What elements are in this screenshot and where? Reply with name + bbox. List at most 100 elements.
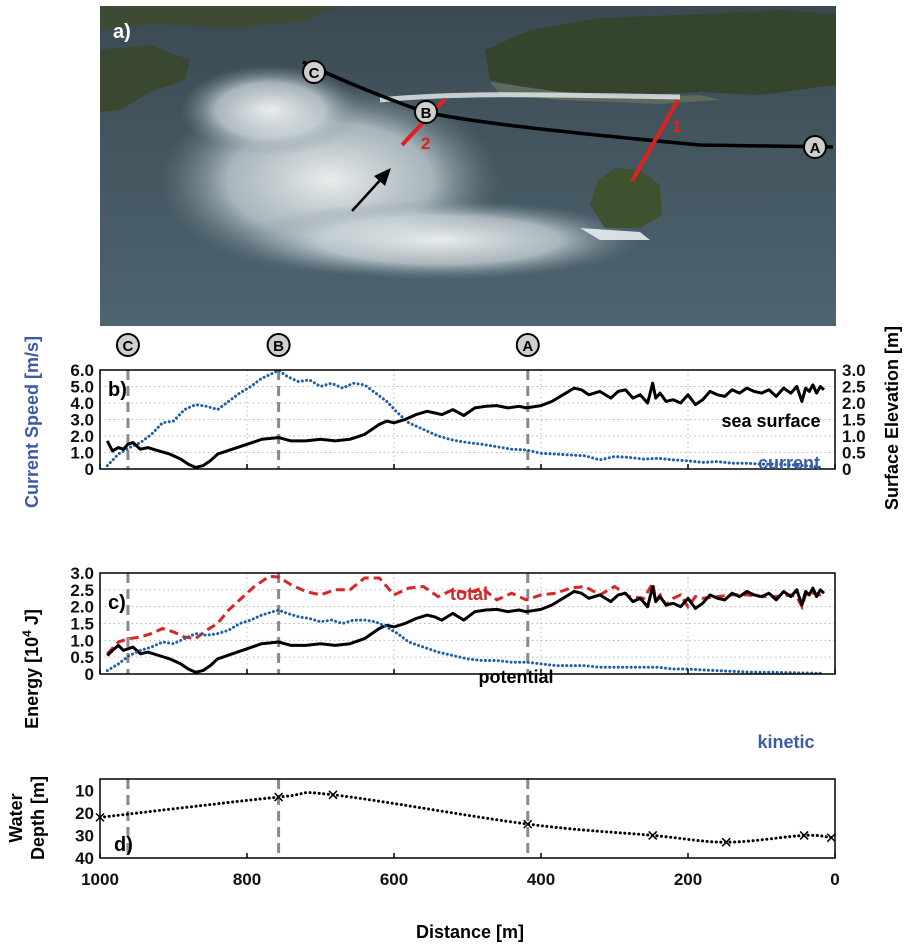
marker-circle-b [266,333,291,357]
panel-d-series [95,790,836,847]
marker-label-c: C [123,338,134,355]
photo-marker-c: C [302,60,326,84]
svg-text:C: C [309,65,320,82]
x-axis-label: Distance [m] [416,922,524,942]
arrow-icon [351,168,391,212]
small-island [590,168,662,228]
x-stroke [799,830,809,840]
x-stroke [826,833,836,843]
transect-path [302,60,834,149]
tick-label-right: 0 [842,460,851,479]
x-stroke [523,819,533,829]
tick-label-left: 1.5 [70,615,94,634]
panel-d-frame [99,778,836,859]
tick-label-left: 2.5 [70,581,94,600]
x-stroke [721,837,731,847]
photo-panel-label: a) [113,21,131,43]
tick-label-right: 1.0 [842,427,866,446]
x-tick-label: 1000 [81,870,119,889]
tick-label-left: 2.0 [70,427,94,446]
depth-point-marker [274,792,284,802]
tick-label-left: 1.0 [70,631,94,650]
sea-surface-annotation: sea surface [721,411,820,431]
tick-label-left: 20 [75,804,94,823]
forest-left [100,45,190,112]
island-right [485,10,836,96]
panel-c-frame [99,572,836,675]
potential-annotation: potential [479,667,554,687]
tick-label-left: 4.0 [70,394,94,413]
depth-point-marker [826,833,836,843]
series-line-kinetic [105,608,822,675]
panel-b-marker-lines [126,370,530,469]
panel-b-ylabel-right: Surface Elevation [m] [882,326,902,510]
panel-d-water-depth: 10 20 30 40 d) Water Depth [m] [6,776,836,868]
transect-1-label: 1 [672,117,681,136]
marker-label-a: A [522,338,533,355]
depth-point-marker [799,830,809,840]
panel-b-frame [99,369,836,470]
series-line-water-depth [98,791,833,844]
x-tick-label: 600 [380,870,408,889]
panel-c-label: c) [108,592,126,614]
panel-b-current-elevation: 01.02.03.04.05.06.000.51.01.52.02.53.0 b… [22,326,902,510]
x-stroke [274,792,284,802]
small-island-foam [580,228,650,240]
tick-label-left: 6.0 [70,361,94,380]
marker-label-b: B [273,338,284,355]
tick-label-left: 0.5 [70,648,94,667]
tick-label-left: 10 [75,781,94,800]
photo-marker-a: A [803,135,827,159]
photo-marker-b: B [414,100,438,124]
marker-circle-a [515,333,540,357]
tick-label-right: 2.0 [842,394,866,413]
depth-point-marker [523,819,533,829]
panel-b-ticks: 01.02.03.04.05.06.000.51.01.52.02.53.0 [70,361,865,479]
tick-label-left: 2.0 [70,598,94,617]
series-line-sea-surface [105,381,825,469]
tick-label-left: 0 [85,460,94,479]
x-tick-label: 200 [674,870,702,889]
marker-circle-c [115,333,140,357]
tick-label-left: 30 [75,826,94,845]
x-tick-label: 400 [527,870,555,889]
forest-top-left [100,6,340,30]
panel-d-marker-lines [126,779,530,858]
current-annotation: current [758,453,820,473]
tick-label-left: 1.0 [70,444,94,463]
depth-point-marker [328,790,338,800]
x-axis-ticks: 1000 800 600 400 200 0 [81,464,840,889]
panel-b-label: b) [108,379,127,401]
tick-label-left: 40 [75,849,94,868]
total-annotation: total [450,584,488,604]
x-stroke [648,830,658,840]
depth-point-marker [721,837,731,847]
foam-upper [180,65,360,155]
tick-label-left: 3.0 [70,411,94,430]
photo-panel: 1 2 C B A a) [100,6,836,326]
x-stroke [328,790,338,800]
foam-lower [240,200,640,280]
series-line-potential [106,585,826,674]
panel-d-ylabel-line2: Depth [m] [28,776,48,860]
foam-streak [379,92,681,103]
panel-c-energy: 00.51.01.52.02.53.0 c) total potential k… [20,564,836,752]
x-tick-label: 800 [233,870,261,889]
tick-label-right: 2.5 [842,378,866,397]
tick-label-left: 5.0 [70,378,94,397]
tick-label-right: 0.5 [842,444,866,463]
svg-text:B: B [421,105,432,122]
kinetic-annotation: kinetic [757,732,814,752]
panel-c-ylabel: Energy [104 J] [20,609,42,729]
transect-1-line [630,99,680,182]
panel-c-ticks: 00.51.01.52.02.53.0 [70,564,94,684]
panel-d-label: d) [114,834,133,856]
tick-label-left: 0 [85,665,94,684]
series-line-current [105,368,822,469]
transect-2-label: 2 [421,134,430,153]
depth-point-marker [648,830,658,840]
x-tick-label: 0 [830,870,839,889]
panel-c-series [105,574,826,675]
